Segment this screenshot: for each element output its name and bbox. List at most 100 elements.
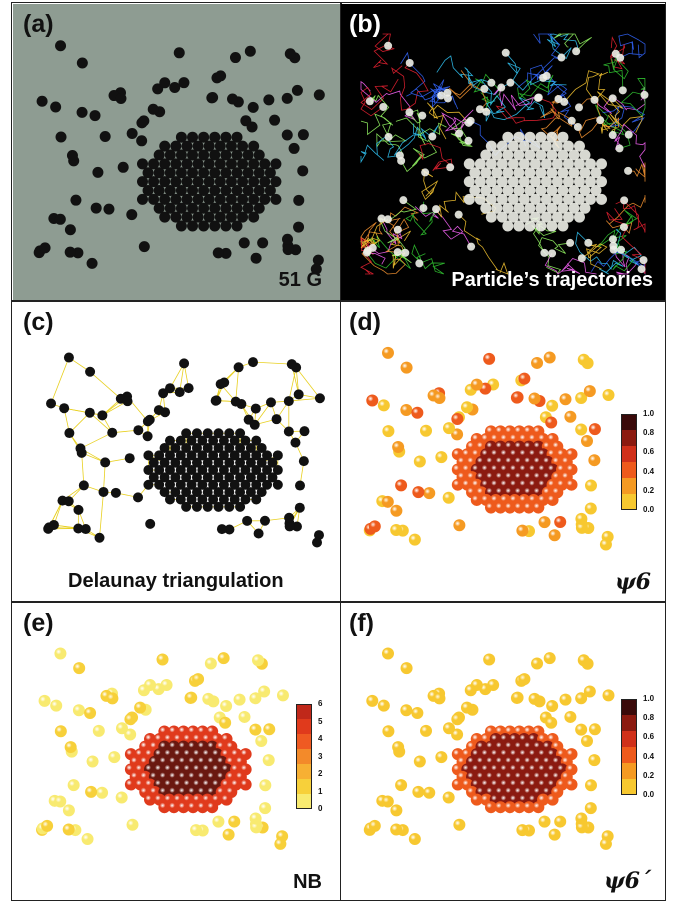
particle — [535, 184, 547, 196]
colorbar-segment — [621, 430, 637, 446]
trajectory — [395, 117, 438, 173]
colorbar-tick-label: 4 — [318, 734, 323, 743]
particle — [411, 406, 424, 419]
particle — [588, 723, 601, 736]
particle — [242, 149, 254, 161]
particle — [198, 202, 210, 214]
particle — [73, 504, 84, 515]
particle — [153, 149, 165, 161]
particle — [575, 723, 588, 736]
particle — [265, 397, 276, 408]
particle — [203, 193, 215, 205]
particle — [276, 689, 289, 702]
particle — [474, 176, 486, 188]
particle — [624, 130, 633, 139]
particle — [224, 457, 235, 468]
particle — [136, 193, 148, 205]
particle — [242, 202, 254, 214]
particle — [181, 501, 192, 512]
particle — [270, 158, 282, 170]
particle — [405, 58, 414, 67]
particle — [224, 487, 235, 498]
colorbar-tick-label: 1.0 — [643, 694, 655, 703]
particle — [575, 512, 588, 525]
particle — [383, 215, 392, 224]
particle — [259, 802, 272, 815]
particle — [584, 176, 596, 188]
particle — [401, 248, 410, 257]
particle — [192, 211, 204, 223]
particle — [235, 457, 246, 468]
particle — [577, 654, 590, 667]
particle — [575, 423, 588, 436]
particle — [235, 472, 246, 483]
trajectory — [615, 199, 646, 233]
mesh-edge — [64, 407, 103, 416]
particle — [291, 521, 302, 532]
particle — [281, 92, 293, 104]
particle — [218, 465, 229, 476]
particle — [433, 392, 446, 405]
particle — [253, 167, 265, 179]
particle — [228, 815, 241, 828]
panel-e-nb-plot — [36, 647, 289, 850]
particle — [248, 211, 260, 223]
particle — [557, 167, 569, 179]
particle — [518, 673, 531, 686]
particle — [115, 791, 128, 804]
particle — [59, 403, 70, 414]
particle — [377, 214, 386, 223]
particle — [480, 184, 492, 196]
particle — [437, 91, 446, 100]
colorbar-segment — [621, 699, 637, 715]
particle — [115, 92, 127, 104]
trajectory — [400, 51, 448, 109]
particle — [250, 403, 261, 414]
particle — [204, 657, 217, 670]
particle — [225, 158, 237, 170]
panel-a-raw-image: (a) 51 G — [13, 4, 340, 300]
particle — [117, 161, 129, 173]
particle — [186, 450, 197, 461]
particle — [470, 793, 483, 806]
particle — [248, 158, 260, 170]
particle — [256, 487, 267, 498]
particle — [237, 211, 249, 223]
particle — [55, 131, 67, 143]
particle — [379, 102, 388, 111]
particle — [282, 233, 294, 245]
particle — [84, 706, 97, 719]
particle — [314, 393, 325, 404]
colorbar-segment — [296, 749, 312, 764]
particle — [259, 779, 272, 792]
panel-f-psi6-prime: (f) ψ6´ 1.0 0.8 0.6 0.4 0.2 0.0 — [341, 603, 665, 900]
particle — [220, 131, 232, 143]
particle — [208, 435, 219, 446]
particle — [92, 166, 104, 178]
particle — [248, 357, 259, 368]
particle — [366, 694, 379, 707]
particle — [242, 515, 253, 526]
particle — [270, 176, 282, 188]
particle — [181, 140, 193, 152]
particle — [487, 78, 496, 87]
panel-f-label: (f) — [349, 609, 374, 637]
particle — [191, 472, 202, 483]
particle — [216, 524, 227, 535]
particle — [602, 389, 615, 402]
particle — [513, 501, 526, 514]
particle — [136, 135, 148, 147]
particle — [164, 435, 175, 446]
particle — [231, 220, 243, 232]
particle — [159, 176, 171, 188]
particle — [270, 193, 282, 205]
particle — [501, 48, 510, 57]
particle — [562, 176, 574, 188]
particle — [393, 225, 402, 234]
particle — [209, 202, 221, 214]
particle — [262, 465, 273, 476]
particle — [442, 491, 455, 504]
particle — [584, 158, 596, 170]
particle — [546, 131, 558, 143]
particle — [554, 94, 563, 103]
